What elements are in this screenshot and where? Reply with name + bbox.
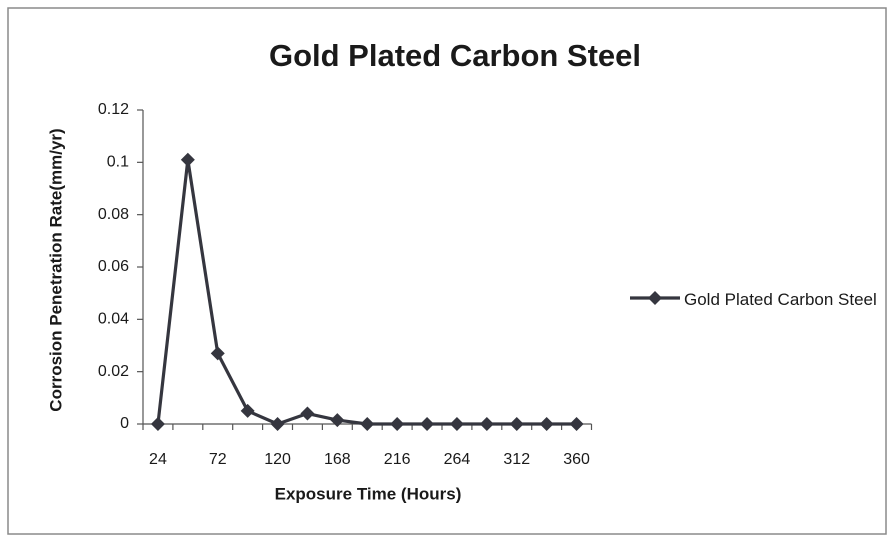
y-tick-label: 0.02 xyxy=(98,363,129,380)
data-point xyxy=(479,417,494,431)
series-line xyxy=(156,158,577,426)
data-point xyxy=(360,417,375,431)
x-tick-label: 120 xyxy=(264,451,291,468)
y-tick-label: 0.04 xyxy=(98,311,129,328)
y-tick-label: 0.12 xyxy=(98,101,129,118)
data-point xyxy=(509,417,524,431)
x-tick-label: 360 xyxy=(563,451,590,468)
x-tick-label: 312 xyxy=(503,451,530,468)
data-point xyxy=(240,403,255,418)
data-point xyxy=(420,417,435,431)
legend-label: Gold Plated Carbon Steel xyxy=(684,290,877,309)
y-tick-label: 0 xyxy=(120,415,129,432)
data-point xyxy=(330,413,345,428)
y-tick-label: 0.1 xyxy=(107,154,129,171)
data-point xyxy=(449,417,464,431)
data-point xyxy=(390,417,405,431)
y-axis-label: Corrosion Penetration Rate(mm/yr) xyxy=(46,128,65,411)
chart-frame xyxy=(7,7,887,535)
data-point xyxy=(569,417,584,431)
legend-marker xyxy=(648,291,662,305)
data-point xyxy=(180,152,195,167)
x-tick-label: 24 xyxy=(149,451,167,468)
x-tick-label: 216 xyxy=(384,451,411,468)
data-point xyxy=(150,417,165,431)
data-point xyxy=(300,406,315,421)
y-tick-label: 0.06 xyxy=(98,258,129,275)
data-point xyxy=(210,346,225,361)
data-point xyxy=(539,417,554,431)
chart-title: Gold Plated Carbon Steel xyxy=(269,38,641,73)
x-tick-label: 72 xyxy=(209,451,227,468)
y-tick-label: 0.08 xyxy=(98,206,129,223)
x-axis-label: Exposure Time (Hours) xyxy=(275,484,462,503)
data-point xyxy=(270,417,285,431)
x-tick-label: 264 xyxy=(444,451,471,468)
x-tick-label: 168 xyxy=(324,451,351,468)
